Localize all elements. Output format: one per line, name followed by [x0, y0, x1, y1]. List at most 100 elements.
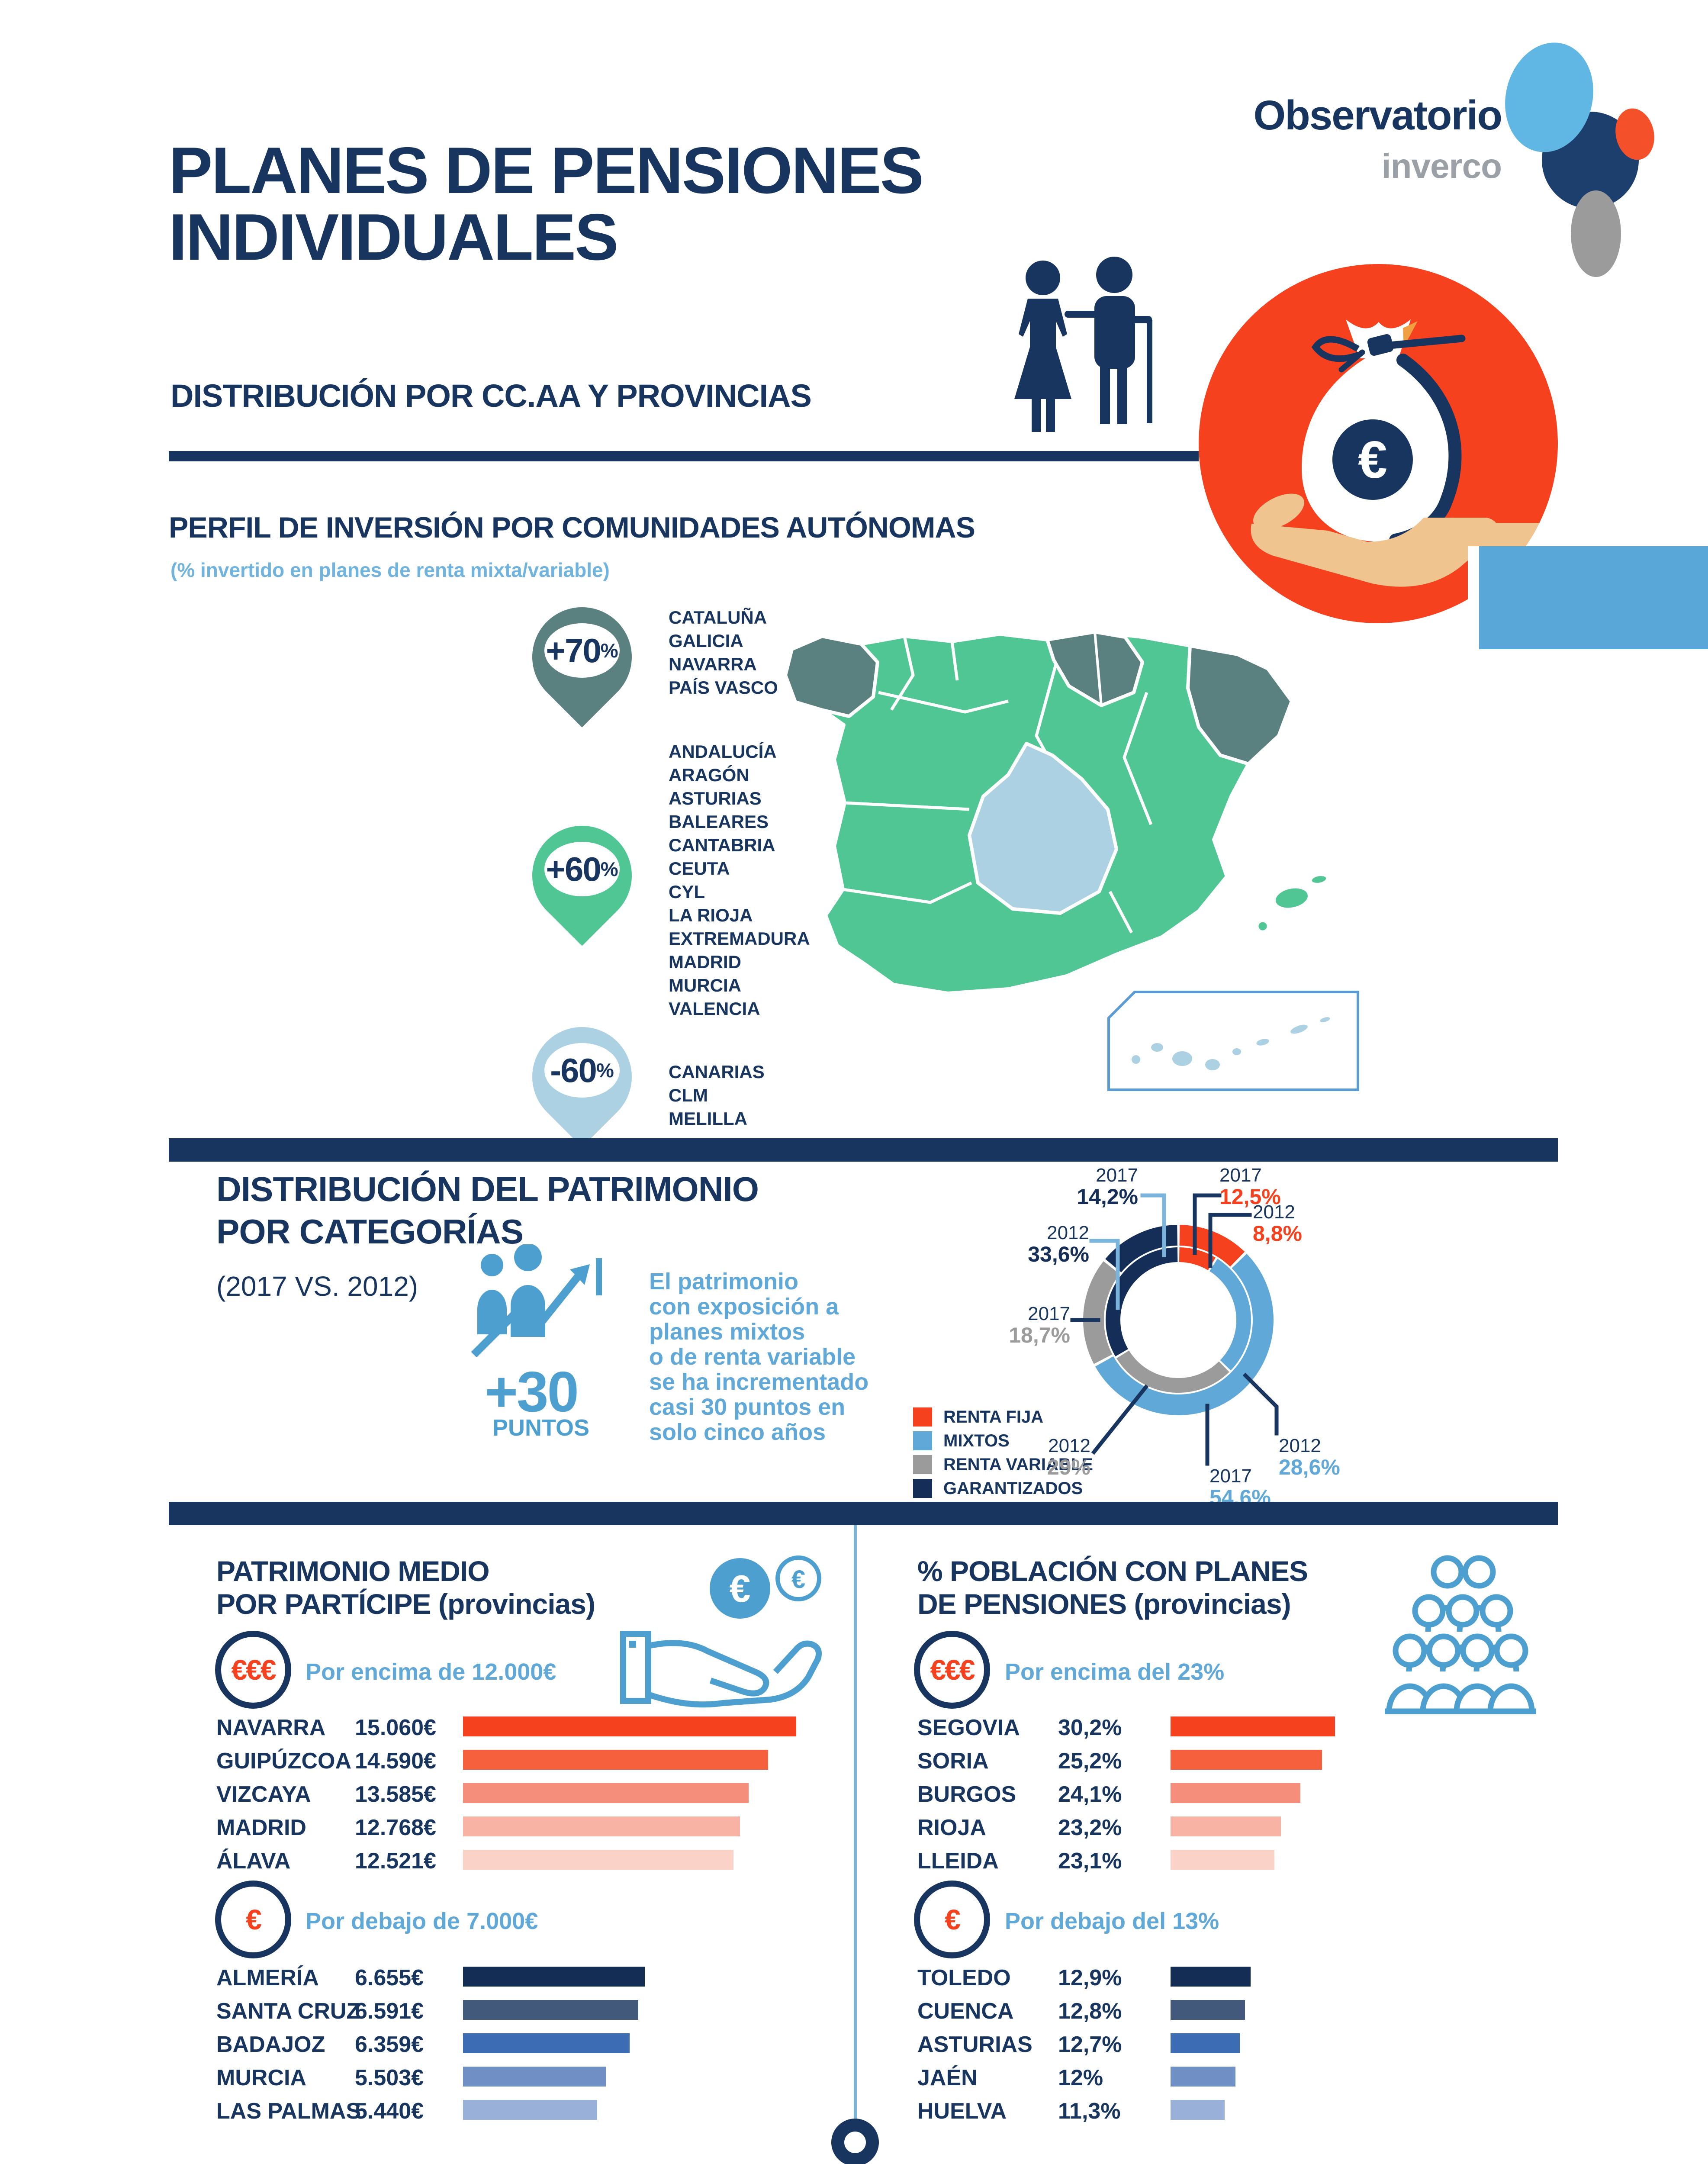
donut-callout: 2012 33,6% — [1028, 1222, 1089, 1267]
region-name: CANARIAS — [669, 1062, 765, 1082]
legend-swatch — [913, 1455, 932, 1474]
bar-row: VIZCAYA 13.585€ — [216, 1781, 844, 1807]
map-region-low — [968, 742, 1118, 915]
page-title-line2: INDIVIDUALES — [169, 200, 619, 274]
section-divider — [169, 1138, 1558, 1162]
bar-row: RIOJA 23,2% — [917, 1815, 1545, 1840]
logo-sub-text: inverco — [1381, 147, 1502, 185]
donut-callout: 2012 8,8% — [1253, 1201, 1302, 1246]
categories-paragraph: El patrimonio con exposición a planes mixt… — [649, 1269, 868, 1445]
bar — [463, 2067, 606, 2087]
elderly-couple-icon — [1014, 257, 1152, 432]
bar-row: MADRID 12.768€ — [216, 1815, 844, 1840]
bar — [463, 2033, 630, 2053]
donut-callout: 2017 18,7% — [1009, 1303, 1070, 1348]
population-title-line1: % POBLACIÓN CON PLANES — [917, 1555, 1308, 1587]
bar-row: SORIA 25,2% — [917, 1748, 1545, 1774]
region-name: GALICIA — [669, 631, 743, 651]
bar-row: LAS PALMAS 5.440€ — [216, 2098, 844, 2124]
bar — [1171, 1783, 1300, 1803]
inverco-logo-icon — [1505, 42, 1654, 277]
tier-label: Por encima de 12.000€ — [306, 1659, 556, 1685]
donut-callout: 2012 29% — [1047, 1435, 1090, 1480]
page-subtitle: DISTRIBUCIÓN POR CC.AA Y PROVINCIAS — [170, 378, 812, 414]
bar — [463, 1750, 768, 1770]
bag-euro-glyph: € — [1358, 430, 1387, 489]
svg-text:€: € — [730, 1567, 751, 1610]
hand-euro-icon: € € — [620, 1555, 822, 1708]
bar — [463, 2100, 597, 2120]
bar — [463, 2000, 638, 2020]
bar — [463, 1816, 740, 1836]
bar — [463, 1783, 749, 1803]
donut-segment-mixtos — [1083, 1225, 1274, 1415]
region-name: CYL — [669, 882, 705, 902]
legend-swatch — [913, 1479, 932, 1498]
divider-ring — [831, 2119, 879, 2164]
canaries-inset-box — [1107, 991, 1359, 1091]
bar — [463, 1967, 645, 1987]
bar — [1171, 1750, 1322, 1770]
region-name: CEUTA — [669, 858, 730, 879]
tier-label: Por encima del 23% — [1005, 1659, 1225, 1685]
region-name: MELILLA — [669, 1108, 747, 1129]
donut-leader-lines — [1070, 1193, 1279, 1466]
bar-row: ALMERÍA 6.655€ — [216, 1965, 844, 1990]
bar-row: JAÉN 12% — [917, 2065, 1545, 2090]
map-pin: -60% — [511, 1006, 653, 1163]
map-pin: +60% — [511, 805, 653, 962]
euro-tier-badge: €€€ — [215, 1631, 291, 1709]
region-name: CATALUÑA — [669, 607, 767, 628]
categories-heading-line1: DISTRIBUCIÓN DEL PATRIMONIO — [216, 1170, 759, 1208]
pin-region-list: CANARIAS CLM MELILLA — [669, 1060, 937, 1130]
euro-tier-badge: € — [215, 1881, 291, 1958]
legend-swatch — [913, 1407, 932, 1427]
bar — [463, 1850, 733, 1870]
bar-row: HUELVA 11,3% — [917, 2098, 1545, 2124]
header-rule — [169, 451, 1199, 461]
bar — [1171, 2100, 1225, 2120]
section-divider — [169, 1502, 1558, 1525]
region-name: CANTABRIA — [669, 835, 775, 855]
paragraph-line: El patrimonio — [649, 1269, 799, 1295]
region-name: PAÍS VASCO — [669, 677, 778, 698]
map-section-heading: PERFIL DE INVERSIÓN POR COMUNIDADES AUTÓ… — [169, 511, 975, 544]
legend-swatch — [913, 1431, 932, 1450]
bar-row: BADAJOZ 6.359€ — [216, 2032, 844, 2057]
region-name: NAVARRA — [669, 654, 757, 674]
pin-region-list: CATALUÑA GALICIA NAVARRA PAÍS VASCO — [669, 606, 937, 699]
euro-tier-badge: €€€ — [914, 1631, 990, 1709]
bar-row: CUENCA 12,8% — [917, 1998, 1545, 2024]
bar-row: ÁLAVA 12.521€ — [216, 1848, 844, 1874]
wealth-title-line2: POR PARTÍCIPE (provincias) — [216, 1588, 595, 1620]
bar — [1171, 1967, 1251, 1987]
euro-tier-badge: € — [914, 1881, 990, 1958]
bar — [1171, 1850, 1274, 1870]
bar — [1171, 1716, 1335, 1736]
pin-label: +70% — [544, 623, 620, 678]
region-name: LA RIOJA — [669, 905, 753, 925]
map-baleares — [1256, 874, 1328, 933]
bar-row: SANTA CRUZ 6.591€ — [216, 1998, 844, 2024]
bar — [1171, 2067, 1235, 2087]
page-title-line1: PLANES DE PENSIONES — [169, 134, 924, 207]
map-pin: +70% — [511, 586, 653, 744]
pin-region-list: ANDALUCÍA ARAGÓN ASTURIAS BALEARES CANTABRIA… — [669, 740, 937, 1021]
header-blue-rect — [1479, 546, 1708, 649]
paragraph-line: planes mixtos — [649, 1319, 805, 1345]
population-title-line2: DE PENSIONES (provincias) — [917, 1588, 1291, 1620]
bar — [1171, 2000, 1245, 2020]
paragraph-line: se ha incrementado — [649, 1369, 869, 1395]
header-rect-gap — [1468, 546, 1479, 649]
people-group-icon — [1385, 1555, 1536, 1714]
bar — [463, 1716, 796, 1736]
region-name: ASTURIAS — [669, 788, 762, 808]
region-name: BALEARES — [669, 812, 769, 832]
bar-row: LLEIDA 23,1% — [917, 1848, 1545, 1874]
paragraph-line: con exposición a — [649, 1294, 839, 1320]
tier-label: Por debajo de 7.000€ — [306, 1908, 538, 1934]
bar-row: TOLEDO 12,9% — [917, 1965, 1545, 1990]
paragraph-line: casi 30 puntos en — [649, 1394, 846, 1420]
bar-row: NAVARRA 15.060€ — [216, 1715, 844, 1740]
